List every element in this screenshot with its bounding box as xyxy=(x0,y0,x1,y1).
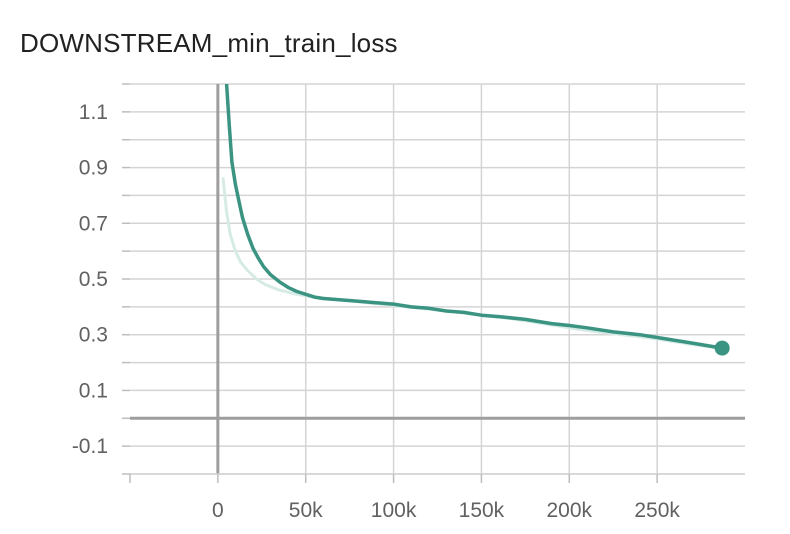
y-tick-label: 0.5 xyxy=(79,268,108,291)
smoothed-series-line xyxy=(224,84,724,350)
tick-labels: 1.1 0.9 0.7 0.5 0.3 0.1 -0.1 0 50k 100k 150k 200k 25… xyxy=(72,101,681,522)
x-tick-label: 50k xyxy=(289,499,323,522)
y-tick-label: 0.3 xyxy=(79,324,108,347)
chart-title: DOWNSTREAM_min_train_loss xyxy=(20,28,398,58)
raw-series-line xyxy=(221,177,724,351)
x-tick-label: 0 xyxy=(212,499,224,522)
series-end-point xyxy=(714,340,730,356)
x-tick-label: 200k xyxy=(547,499,593,522)
y-tick-label: 0.9 xyxy=(79,157,108,180)
y-tick-label: -0.1 xyxy=(72,435,108,458)
y-tick-label: 1.1 xyxy=(79,101,108,124)
x-tick-label: 100k xyxy=(371,499,417,522)
axes xyxy=(122,83,745,483)
x-tick-label: 250k xyxy=(634,499,680,522)
y-tick-label: 0.7 xyxy=(79,212,108,235)
y-tick-label: 0.1 xyxy=(79,379,108,402)
x-tick-label: 150k xyxy=(459,499,505,522)
series-group xyxy=(221,84,730,356)
grid-lines xyxy=(130,83,745,475)
